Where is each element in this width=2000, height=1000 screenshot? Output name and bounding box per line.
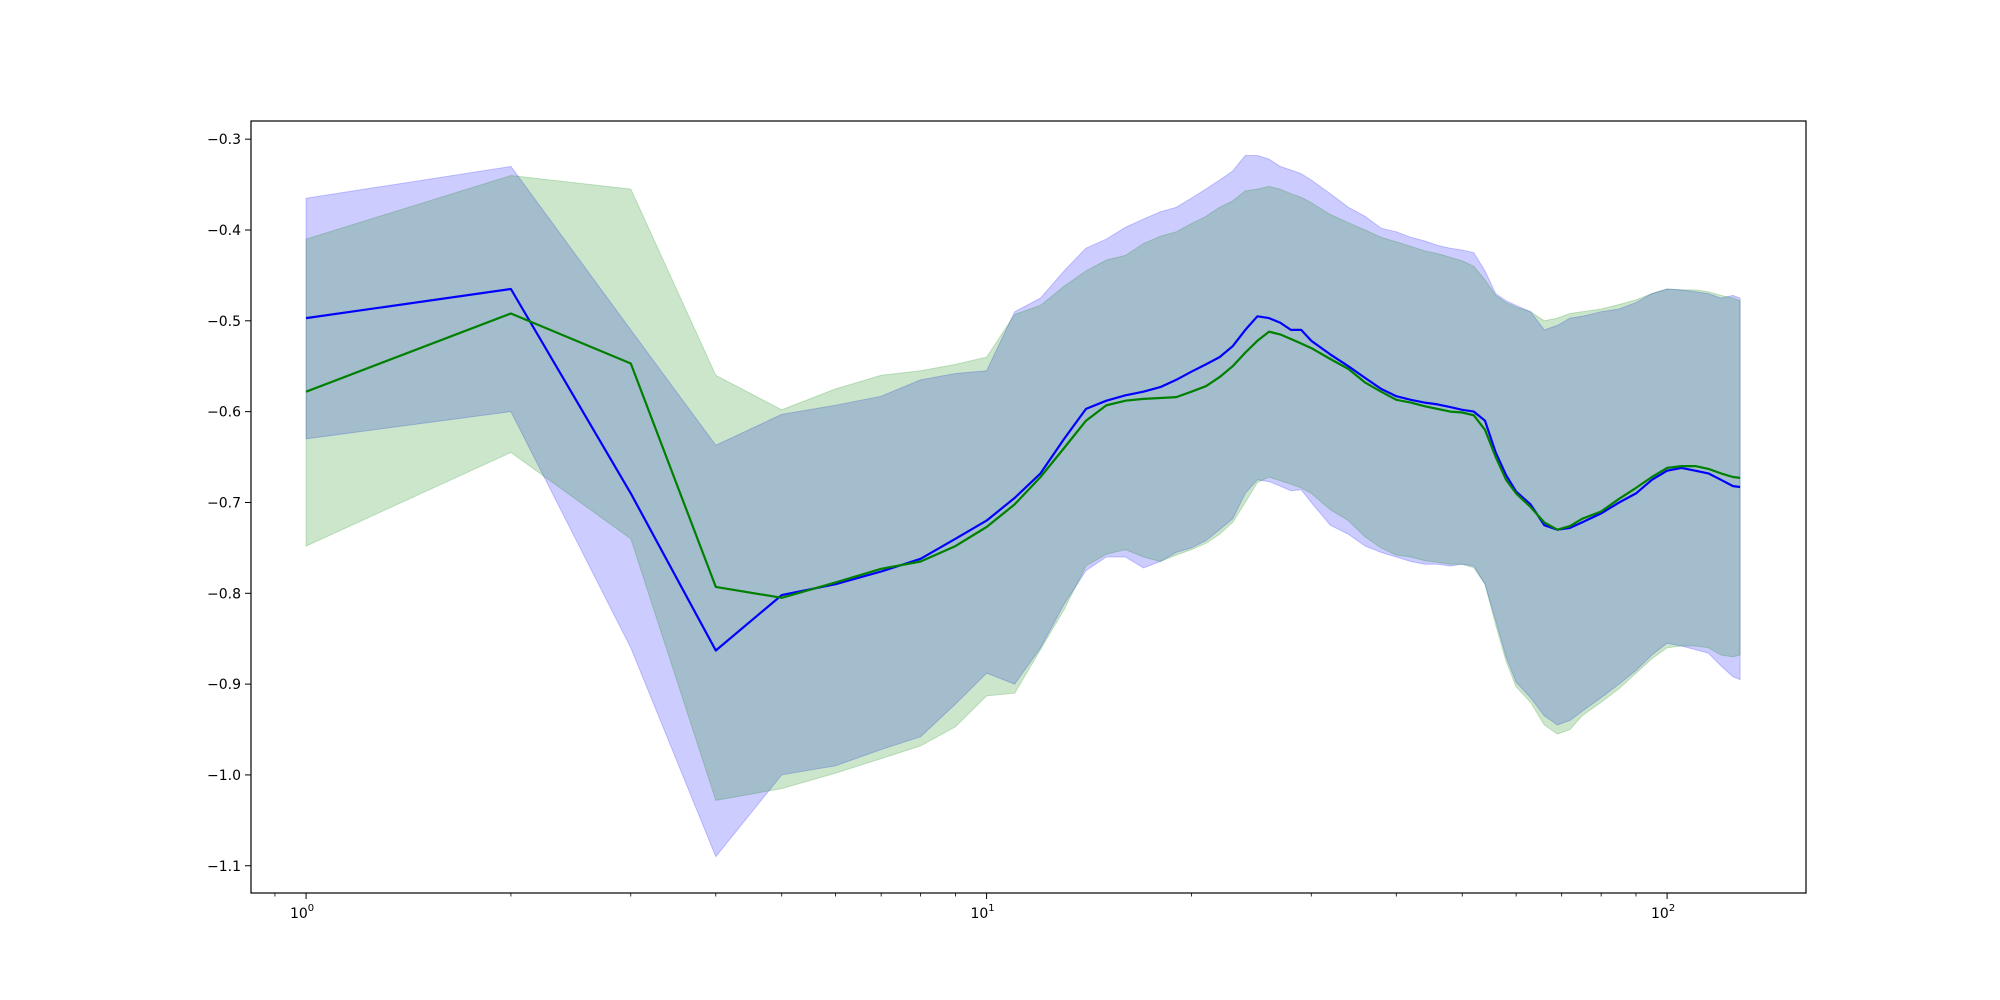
y-tick-label: −1.0 bbox=[207, 768, 241, 784]
series-lines bbox=[305, 287, 1741, 652]
y-axis: −0.3 −0.4 −0.5 −0.6 −0.7 −0.8 −0.9 −1.0 −1.1 bbox=[207, 132, 251, 875]
series-1-band bbox=[305, 155, 1741, 858]
x-axis: 100 101 102 bbox=[274, 893, 1675, 922]
series-1-line bbox=[305, 287, 1741, 652]
plot-frame bbox=[250, 120, 1807, 894]
y-tick-label: −0.9 bbox=[207, 677, 241, 693]
y-tick-label: −0.6 bbox=[207, 405, 241, 421]
x-tick-label: 101 bbox=[970, 903, 994, 922]
y-tick-label: −0.7 bbox=[207, 495, 241, 511]
x-tick-label: 100 bbox=[290, 903, 314, 922]
confidence-bands bbox=[305, 155, 1741, 858]
y-tick-label: −0.3 bbox=[207, 132, 241, 148]
series-2-line bbox=[305, 312, 1741, 599]
y-tick-label: −0.4 bbox=[207, 223, 241, 239]
y-tick-label: −0.8 bbox=[207, 586, 241, 602]
y-tick-label: −0.5 bbox=[207, 314, 241, 330]
y-tick-label: −1.1 bbox=[207, 859, 241, 875]
series-2-band bbox=[305, 174, 1741, 801]
x-tick-label: 102 bbox=[1651, 903, 1675, 922]
